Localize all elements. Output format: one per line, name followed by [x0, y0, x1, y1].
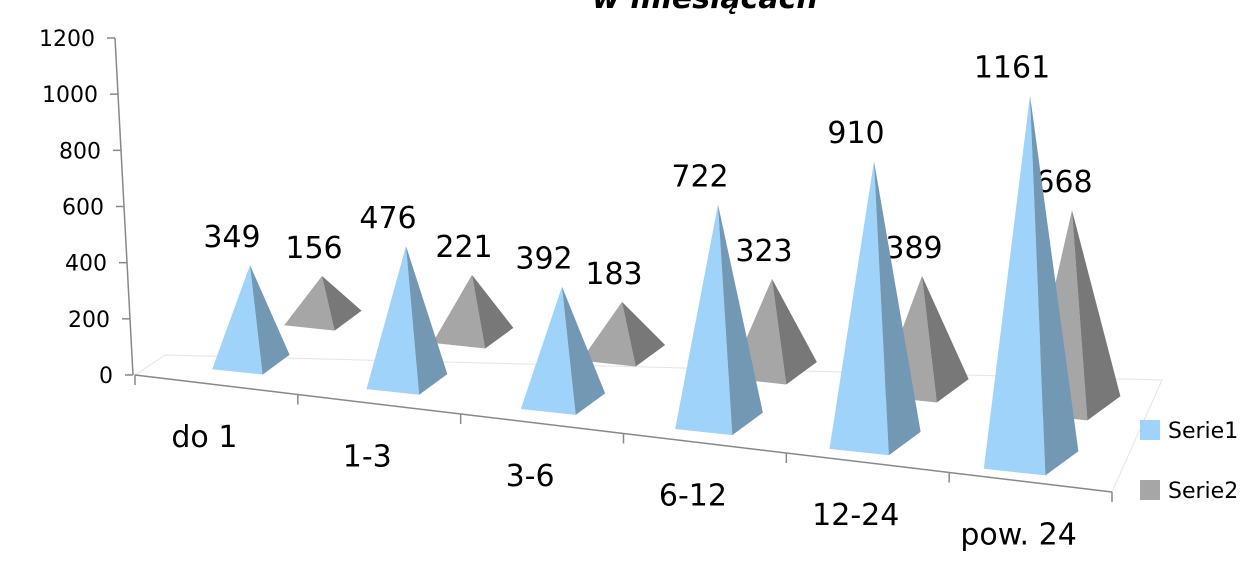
legend-swatch — [1140, 420, 1160, 440]
data-label: 221 — [435, 230, 492, 265]
data-label: 1161 — [974, 50, 1050, 85]
pyramid-side — [472, 274, 514, 349]
pyramid-side — [1030, 95, 1079, 476]
data-label: 183 — [585, 257, 642, 292]
y-tick-label: 800 — [59, 139, 101, 164]
x-tick-label: 1-3 — [343, 439, 392, 474]
x-tick-label: do 1 — [171, 420, 237, 455]
pyramid-side — [874, 161, 921, 456]
pyramid-side — [322, 276, 362, 331]
y-tick-label: 400 — [65, 252, 107, 277]
data-label: 668 — [1035, 165, 1092, 200]
pyramid-front — [284, 276, 335, 331]
legend-label: Serie2 — [1168, 479, 1238, 504]
data-label: 349 — [203, 220, 260, 255]
pyramid-side — [922, 275, 969, 403]
chart-title: w miesiącach — [592, 0, 818, 16]
pyramid-side — [250, 265, 290, 375]
data-label: 476 — [359, 201, 416, 236]
pyramid-side — [406, 246, 448, 395]
x-tick-label: 6-12 — [659, 478, 727, 513]
y-tick-label: 1200 — [39, 27, 95, 52]
pyramid-front — [212, 265, 263, 375]
y-tick-label: 200 — [68, 308, 110, 333]
x-tick-label: pow. 24 — [960, 517, 1076, 552]
legend-label: Serie1 — [1168, 419, 1238, 444]
x-tick-label: 12-24 — [812, 498, 899, 533]
pyramid-front — [983, 95, 1046, 476]
data-label: 910 — [827, 116, 884, 151]
y-tick-label: 1000 — [42, 83, 98, 108]
pyramid-front — [580, 301, 636, 367]
pyramid-front — [829, 161, 889, 456]
data-label: 722 — [671, 160, 728, 195]
pyramid-front — [675, 204, 733, 436]
pyramid-front — [366, 246, 420, 395]
pyramid-side — [772, 278, 817, 385]
data-label: 323 — [735, 234, 792, 269]
data-label: 392 — [515, 242, 572, 277]
x-tick-label: 3-6 — [506, 459, 555, 494]
pyramid-side — [562, 286, 606, 415]
pyramid-side — [622, 301, 666, 367]
y-tick-label: 0 — [99, 364, 113, 389]
data-label: 156 — [285, 231, 342, 266]
data-label: 389 — [885, 231, 942, 266]
pyramid-front — [432, 274, 486, 349]
pyramid-side — [1072, 210, 1121, 421]
y-tick-label: 600 — [62, 196, 104, 221]
pyramid-side — [718, 204, 763, 436]
legend-swatch — [1140, 480, 1160, 500]
pyramid-front — [520, 286, 576, 415]
